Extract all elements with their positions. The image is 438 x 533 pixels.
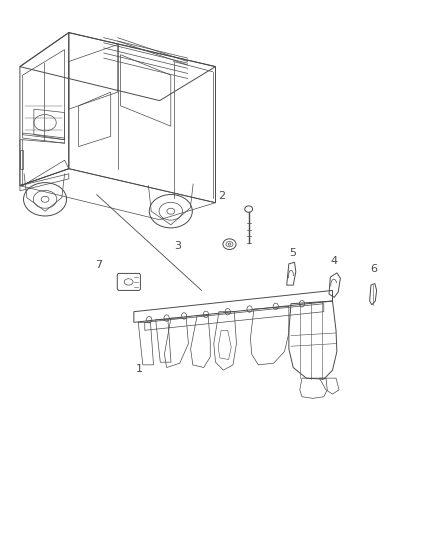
Text: 7: 7 — [95, 260, 102, 270]
Text: 6: 6 — [370, 264, 377, 273]
Text: 1: 1 — [136, 364, 143, 374]
Text: 2: 2 — [219, 191, 226, 201]
Text: 3: 3 — [174, 241, 181, 251]
Text: 4: 4 — [330, 256, 337, 266]
Text: 5: 5 — [289, 248, 296, 257]
